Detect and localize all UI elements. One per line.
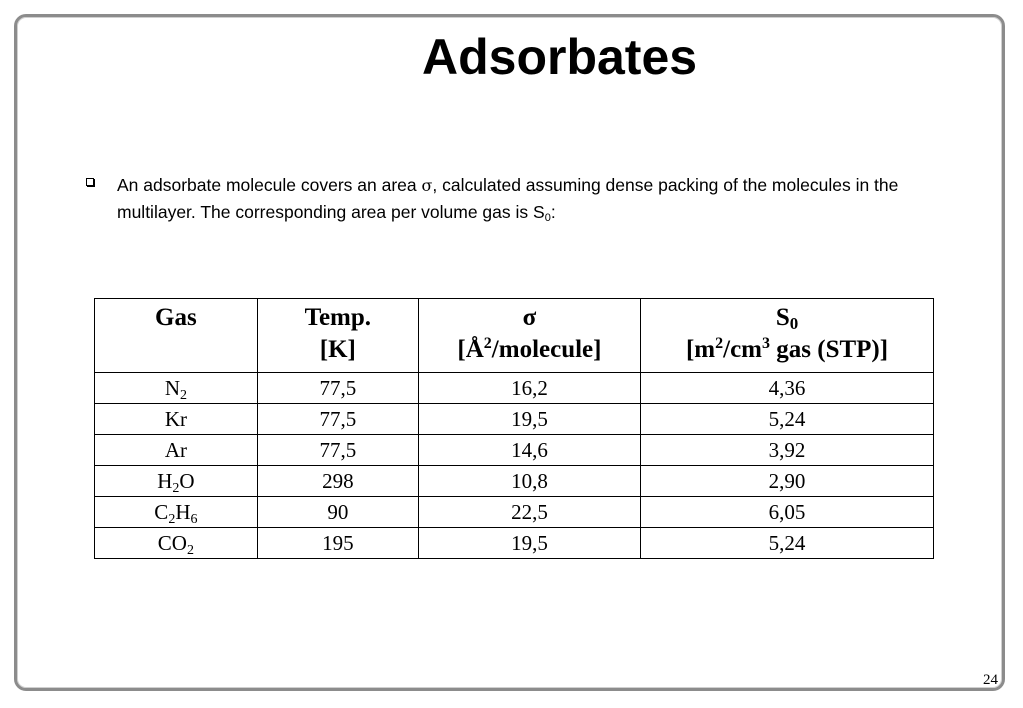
cell-gas: H2O [94, 465, 258, 497]
table-row: Ar 77,5 14,6 3,92 [94, 434, 934, 466]
gas-formula-subscript: 2 [179, 388, 187, 403]
header-temp-unit: [K] [319, 336, 356, 363]
cell-temp: 195 [256, 527, 419, 559]
gas-formula-text: Kr [164, 407, 187, 431]
cell-s0: 5,24 [640, 403, 934, 435]
table-row: C2H6 90 22,5 6,05 [94, 496, 934, 528]
gas-formula-subscript: 2 [168, 512, 176, 527]
cell-sigma: 19,5 [417, 403, 642, 435]
table-row: CO2 195 19,5 5,24 [94, 527, 934, 559]
cell-s0: 4,36 [640, 372, 934, 404]
cell-sigma: 10,8 [417, 465, 642, 497]
cell-gas: CO2 [94, 527, 258, 559]
gas-formula-text: CO [157, 531, 187, 555]
sigma-symbol: σ [421, 176, 433, 195]
cell-s0: 2,90 [640, 465, 934, 497]
header-s0-unit-end: gas (STP)] [770, 336, 889, 363]
cell-gas: N2 [94, 372, 258, 404]
table-header-row: Gas Temp. [K] σ [Å2/molecule] S0 [m2/cm3 ga… [94, 298, 934, 373]
header-sigma-unit-sup: 2 [483, 335, 492, 352]
header-gas-label: Gas [155, 304, 197, 331]
gas-formula-text: C [154, 500, 169, 524]
header-sigma-unit-end: /molecule] [491, 336, 602, 363]
header-gas: Gas [94, 298, 258, 373]
cell-temp: 77,5 [256, 403, 419, 435]
header-s0-sub: 0 [789, 314, 799, 333]
cell-gas: Ar [94, 434, 258, 466]
header-s0-sup2: 3 [762, 335, 771, 352]
cell-gas: C2H6 [94, 496, 258, 528]
gas-formula-text: H [175, 500, 191, 524]
table-row: Kr 77,5 19,5 5,24 [94, 403, 934, 435]
table-row: H2O 298 10,8 2,90 [94, 465, 934, 497]
header-temp: Temp. [K] [256, 298, 419, 373]
header-s0-unit-mid: /cm [723, 336, 763, 363]
header-s0: S0 [m2/cm3 gas (STP)] [640, 298, 934, 373]
table-body: N2 77,5 16,2 4,36 Kr 77,5 19,5 5,24 Ar 77,5 14,6 3,… [94, 372, 934, 559]
cell-sigma: 22,5 [417, 496, 642, 528]
header-sigma-unit: [Å [457, 336, 484, 363]
bullet-text: An adsorbate molecule covers an area σ, … [117, 172, 917, 225]
header-s0-unit: [m [685, 336, 716, 363]
gas-formula-subscript: 2 [172, 481, 180, 496]
cell-gas: Kr [94, 403, 258, 435]
s0-subscript: 0 [544, 212, 551, 224]
cell-sigma: 19,5 [417, 527, 642, 559]
page-number: 24 [983, 672, 998, 688]
header-sigma: σ [Å2/molecule] [417, 298, 642, 373]
gas-formula-subscript: 2 [186, 543, 194, 558]
gas-formula-text: O [179, 469, 195, 493]
bullet-text-part: , calculated assuming dense packing of t… [117, 175, 899, 222]
gas-formula-text: N [164, 376, 180, 400]
adsorbate-table: Gas Temp. [K] σ [Å2/molecule] S0 [m2/cm3 ga… [94, 298, 934, 559]
header-s0-label: S [775, 304, 790, 331]
cell-temp: 90 [256, 496, 419, 528]
cell-sigma: 16,2 [417, 372, 642, 404]
slide-title: Adsorbates [422, 29, 698, 85]
gas-formula-text: Ar [164, 438, 187, 462]
cell-sigma: 14,6 [417, 434, 642, 466]
square-bullet-icon [86, 178, 94, 186]
gas-formula-subscript: 6 [190, 512, 198, 527]
header-s0-sup1: 2 [715, 335, 724, 352]
header-temp-label: Temp. [304, 304, 372, 331]
gas-formula-text: H [157, 469, 173, 493]
bullet-text-part: An adsorbate molecule covers an area [117, 175, 422, 195]
table-row: N2 77,5 16,2 4,36 [94, 372, 934, 404]
bullet-text-end: : [550, 202, 556, 222]
cell-s0: 5,24 [640, 527, 934, 559]
cell-temp: 77,5 [256, 372, 419, 404]
cell-temp: 77,5 [256, 434, 419, 466]
cell-temp: 298 [256, 465, 419, 497]
cell-s0: 3,92 [640, 434, 934, 466]
header-sigma-label: σ [522, 304, 537, 331]
slide-frame [14, 14, 1005, 691]
cell-s0: 6,05 [640, 496, 934, 528]
